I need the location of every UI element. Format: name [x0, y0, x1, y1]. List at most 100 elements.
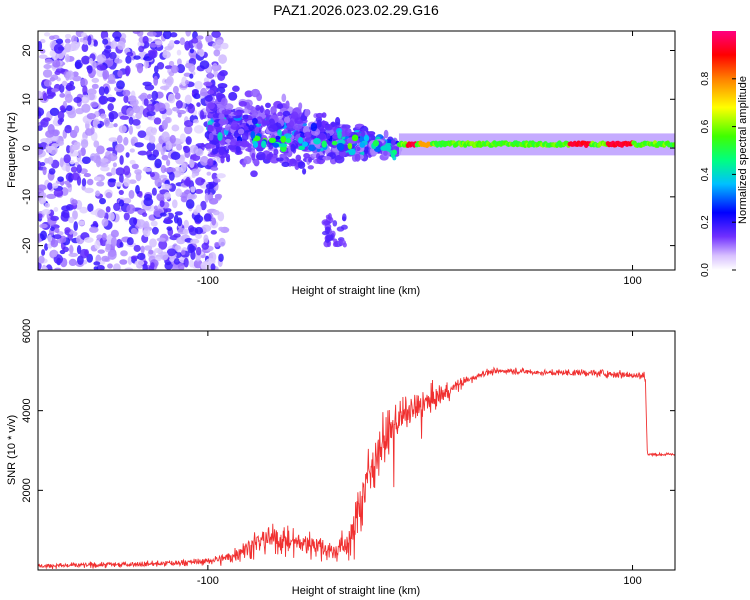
spectrogram-cell: [215, 92, 223, 100]
spectrogram-cell: [40, 138, 50, 143]
spectrogram-cell: [105, 45, 111, 50]
spectrogram-cell: [81, 156, 91, 164]
spectrogram-cell: [79, 37, 85, 43]
spectrogram-cell: [235, 145, 241, 154]
spectrogram-cell: [72, 150, 79, 157]
spectrogram-cell: [265, 102, 271, 109]
spectrogram-cell: [390, 139, 396, 146]
spectrogram-cell: [166, 248, 177, 257]
spectrogram-cell: [119, 241, 124, 248]
spectrogram-cell: [144, 245, 153, 251]
spectrogram-cell: [254, 126, 260, 133]
spectrogram-cell: [110, 236, 118, 247]
spectrogram-cell: [123, 136, 129, 146]
spectrogram-cell: [184, 79, 190, 85]
spectrogram-cell: [351, 134, 359, 142]
spectrogram-cell: [183, 179, 191, 186]
spectrogram-cell: [71, 172, 80, 181]
spectrogram-cell: [285, 100, 290, 109]
spectrogram-cell: [66, 145, 71, 154]
spectrogram-cell: [163, 167, 174, 173]
spectrogram-cell: [40, 197, 47, 204]
spectrogram-cell: [282, 110, 291, 117]
spectrogram-cell: [96, 64, 107, 71]
spectrogram-cell: [191, 173, 196, 178]
spectrogram-cell: [129, 159, 136, 165]
spectrogram-cell: [195, 204, 202, 213]
spectrogram-cell: [143, 98, 149, 107]
spectrogram-cell: [383, 150, 388, 156]
spectrogram-cell: [106, 147, 115, 152]
spectrogram-cell: [195, 177, 205, 186]
spectrogram-cell: [238, 100, 247, 107]
spectrogram-cell: [126, 107, 134, 117]
spectrogram-cell: [218, 226, 224, 232]
spectrogram-cell: [126, 51, 134, 57]
spectrogram-cell: [43, 64, 52, 70]
spectrogram-cell: [208, 132, 214, 141]
spectrogram-cell: [189, 144, 199, 154]
spectrogram-cell: [183, 189, 192, 194]
spectrogram-cell: [102, 38, 109, 45]
spectrogram-cell: [73, 221, 78, 232]
spectrogram-cell: [93, 266, 99, 270]
spectrogram-cell: [218, 118, 229, 125]
spectrogram-cell: [54, 115, 59, 123]
spectrogram-cell: [219, 70, 228, 77]
spectrogram-cell: [207, 72, 214, 80]
spectrogram-cell: [123, 95, 129, 104]
spectrogram-cell: [205, 34, 213, 43]
spectrogram-cell: [190, 238, 200, 244]
spectrogram-cell: [196, 42, 203, 50]
spectrogram-cell: [100, 165, 110, 172]
spectrogram-cell: [161, 183, 171, 190]
spectrogram-cell: [159, 174, 168, 179]
spectrogram-cell: [211, 217, 217, 226]
spectrogram-cell: [112, 31, 122, 40]
spectrogram-cell: [106, 172, 113, 177]
spectrogram-cell: [93, 261, 101, 266]
spectrogram-cell: [169, 40, 175, 46]
spectrogram-cell: [390, 152, 396, 158]
spectrogram-cell: [359, 142, 366, 148]
spectrogram-cell: [300, 115, 308, 121]
spectrogram-cell: [256, 116, 264, 125]
spectrogram-cell: [118, 125, 127, 134]
spectrogram-cell: [170, 151, 181, 161]
spectrogram-cell: [268, 137, 276, 144]
spectrogram-cell: [129, 217, 137, 227]
spectrogram-cell: [240, 140, 250, 148]
spectrogram-cell: [95, 190, 101, 197]
spectrogram-cell: [325, 234, 334, 242]
spectrogram-cell: [137, 130, 147, 139]
spectrogram-cell: [117, 70, 123, 78]
spectrogram-cell: [64, 54, 70, 63]
spectrogram-cell: [140, 245, 145, 254]
spectrogram-cell: [321, 219, 330, 226]
spectrogram-cell: [191, 168, 201, 174]
spectrogram-cell: [142, 228, 151, 238]
spectrogram-cell: [203, 234, 209, 244]
spectrogram-cell: [380, 145, 388, 151]
spectrogram-cell: [61, 80, 68, 87]
x-tick-label: 100: [623, 275, 641, 287]
spectrogram-cell: [218, 113, 225, 121]
spectrogram-cell: [126, 204, 136, 214]
spectrogram-cell: [174, 40, 180, 45]
spectrogram-cell: [39, 230, 48, 241]
spectrogram-cell: [212, 209, 220, 216]
spectrogram-cell: [321, 140, 327, 148]
spectrogram-cell: [172, 265, 179, 270]
spectrogram-cell: [342, 213, 347, 222]
spectrogram-cell: [316, 119, 322, 128]
spectrogram-cell: [291, 111, 299, 120]
spectrogram-cell: [154, 40, 163, 45]
spectrogram-cell: [196, 102, 201, 107]
spectrogram-cell: [133, 244, 141, 252]
spectrogram-cell: [68, 216, 75, 224]
spectrogram-cell: [247, 146, 252, 153]
spectrogram-cell: [53, 207, 59, 212]
spectrogram-cell: [310, 122, 318, 132]
spectrogram-cell: [289, 158, 297, 167]
spectrogram-cell: [374, 146, 381, 153]
